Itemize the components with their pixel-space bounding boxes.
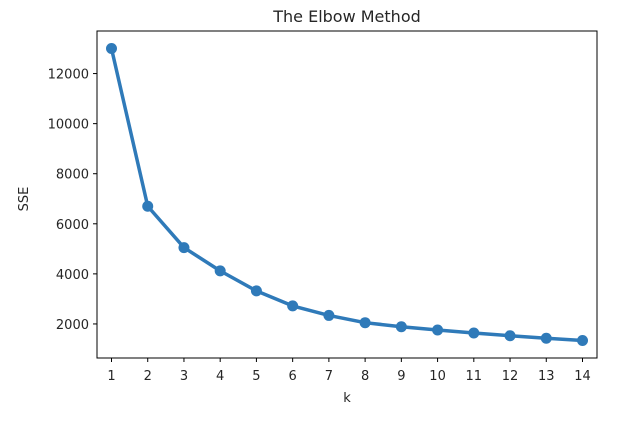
data-point bbox=[142, 200, 154, 212]
data-point bbox=[359, 317, 371, 329]
x-tick-label: 14 bbox=[574, 369, 591, 384]
plot-border bbox=[96, 30, 598, 359]
y-axis-ticks: 2000 4000 6000 8000 10000 12000 bbox=[48, 68, 97, 333]
y-tick-label: 10000 bbox=[48, 118, 89, 133]
series-layer bbox=[105, 43, 589, 346]
y-axis-label: SSE bbox=[17, 187, 32, 212]
x-tick-label: 7 bbox=[325, 369, 333, 384]
x-tick-label: 2 bbox=[144, 369, 152, 384]
data-point bbox=[468, 327, 480, 339]
x-tick-label: 10 bbox=[429, 369, 446, 384]
data-point bbox=[287, 300, 299, 312]
data-point bbox=[540, 332, 552, 344]
data-point bbox=[214, 265, 226, 277]
y-tick-label: 8000 bbox=[56, 168, 89, 183]
y-tick-label: 2000 bbox=[56, 318, 89, 333]
plot-frame bbox=[96, 30, 598, 359]
data-point bbox=[504, 330, 516, 342]
series-line bbox=[109, 46, 585, 343]
x-tick-label: 12 bbox=[502, 369, 519, 384]
data-point bbox=[432, 324, 444, 336]
x-tick-label: 5 bbox=[252, 369, 260, 384]
data-point bbox=[178, 242, 190, 254]
data-point bbox=[250, 285, 262, 297]
data-point bbox=[105, 43, 117, 55]
y-tick-label: 4000 bbox=[56, 268, 89, 283]
y-tick-label: 6000 bbox=[56, 218, 89, 233]
data-point bbox=[395, 321, 407, 333]
x-tick-label: 3 bbox=[180, 369, 188, 384]
x-axis-ticks: 1 2 3 4 5 6 7 8 9 10 11 12 13 14 bbox=[107, 358, 591, 384]
x-axis-label: k bbox=[343, 391, 351, 406]
y-tick-label: 12000 bbox=[48, 68, 89, 83]
x-tick-label: 9 bbox=[397, 369, 405, 384]
x-tick-label: 8 bbox=[361, 369, 369, 384]
data-point bbox=[577, 334, 589, 346]
x-tick-label: 4 bbox=[216, 369, 224, 384]
chart-title: The Elbow Method bbox=[272, 7, 421, 26]
x-tick-label: 11 bbox=[466, 369, 483, 384]
x-tick-label: 1 bbox=[107, 369, 115, 384]
x-tick-label: 6 bbox=[289, 369, 297, 384]
x-tick-label: 13 bbox=[538, 369, 555, 384]
data-point bbox=[323, 309, 335, 321]
